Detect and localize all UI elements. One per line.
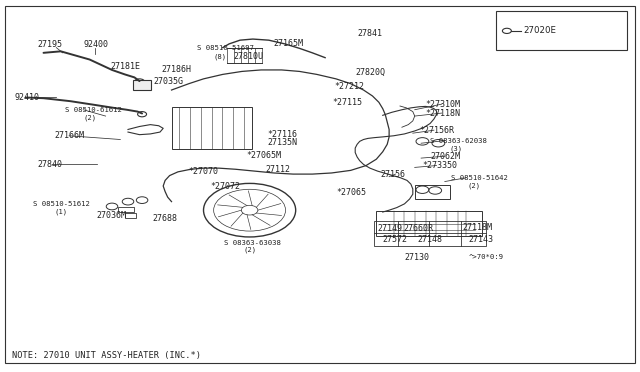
- Text: (2): (2): [467, 182, 481, 189]
- Text: 27660R: 27660R: [403, 224, 433, 233]
- Text: S 08510-61612: S 08510-61612: [65, 107, 122, 113]
- Text: 27148: 27148: [417, 235, 442, 244]
- Bar: [172, 107, 252, 149]
- Text: 27841: 27841: [357, 29, 382, 38]
- Text: *27072: *27072: [210, 182, 240, 190]
- Text: 27572: 27572: [383, 235, 408, 244]
- Text: *27310M: *27310M: [426, 100, 461, 109]
- Text: 27165M: 27165M: [274, 39, 304, 48]
- Bar: [496, 11, 627, 50]
- Text: (2): (2): [83, 114, 97, 121]
- Bar: [118, 207, 134, 212]
- Text: *273350: *273350: [422, 161, 458, 170]
- Text: 27130: 27130: [404, 253, 429, 262]
- Text: 27149: 27149: [378, 224, 403, 233]
- Text: *27156R: *27156R: [419, 126, 454, 135]
- Text: 27118M: 27118M: [462, 223, 492, 232]
- Text: 27810U: 27810U: [234, 52, 264, 61]
- Text: ^>70*0:9: ^>70*0:9: [468, 254, 504, 260]
- Text: (8): (8): [214, 53, 227, 60]
- Text: *27212: *27212: [334, 82, 364, 91]
- Text: *27116: *27116: [268, 130, 298, 139]
- Text: 27020E: 27020E: [524, 26, 557, 35]
- Text: *27070: *27070: [189, 167, 219, 176]
- Text: (1): (1): [54, 208, 68, 215]
- Text: *27065: *27065: [336, 188, 366, 197]
- Text: 27036M: 27036M: [96, 211, 126, 220]
- Bar: [374, 221, 486, 246]
- Text: 27062M: 27062M: [430, 152, 460, 161]
- Text: (3): (3): [449, 145, 463, 152]
- Bar: [376, 211, 482, 236]
- Text: NOTE: 27010 UNIT ASSY-HEATER (INC.*): NOTE: 27010 UNIT ASSY-HEATER (INC.*): [12, 351, 200, 360]
- Text: S 08510-51612: S 08510-51612: [33, 201, 90, 207]
- Text: *27065M: *27065M: [246, 151, 282, 160]
- Text: 27112: 27112: [266, 165, 291, 174]
- Text: 27166M: 27166M: [54, 131, 84, 140]
- Text: *27118N: *27118N: [426, 109, 461, 118]
- Text: (2): (2): [243, 247, 257, 253]
- Text: 92400: 92400: [83, 40, 108, 49]
- Text: 27195: 27195: [37, 40, 62, 49]
- Text: 27135N: 27135N: [268, 138, 298, 147]
- FancyBboxPatch shape: [133, 80, 151, 90]
- Text: 92410: 92410: [14, 93, 39, 102]
- Text: S 08363-63038: S 08363-63038: [224, 240, 281, 246]
- Text: S 08510-51642: S 08510-51642: [451, 175, 508, 181]
- Text: 27186H: 27186H: [161, 65, 191, 74]
- Bar: [125, 213, 136, 218]
- Text: 27035G: 27035G: [154, 77, 184, 86]
- Text: 27688: 27688: [152, 214, 177, 223]
- Text: 27143: 27143: [468, 235, 493, 244]
- Text: 27156: 27156: [381, 170, 406, 179]
- Text: 27820Q: 27820Q: [355, 68, 385, 77]
- Text: S 08510-51697: S 08510-51697: [197, 45, 254, 51]
- Text: S 08363-62038: S 08363-62038: [430, 138, 487, 144]
- Text: 27181E: 27181E: [110, 62, 140, 71]
- Text: *27115: *27115: [333, 98, 363, 107]
- Text: 27840: 27840: [37, 160, 62, 169]
